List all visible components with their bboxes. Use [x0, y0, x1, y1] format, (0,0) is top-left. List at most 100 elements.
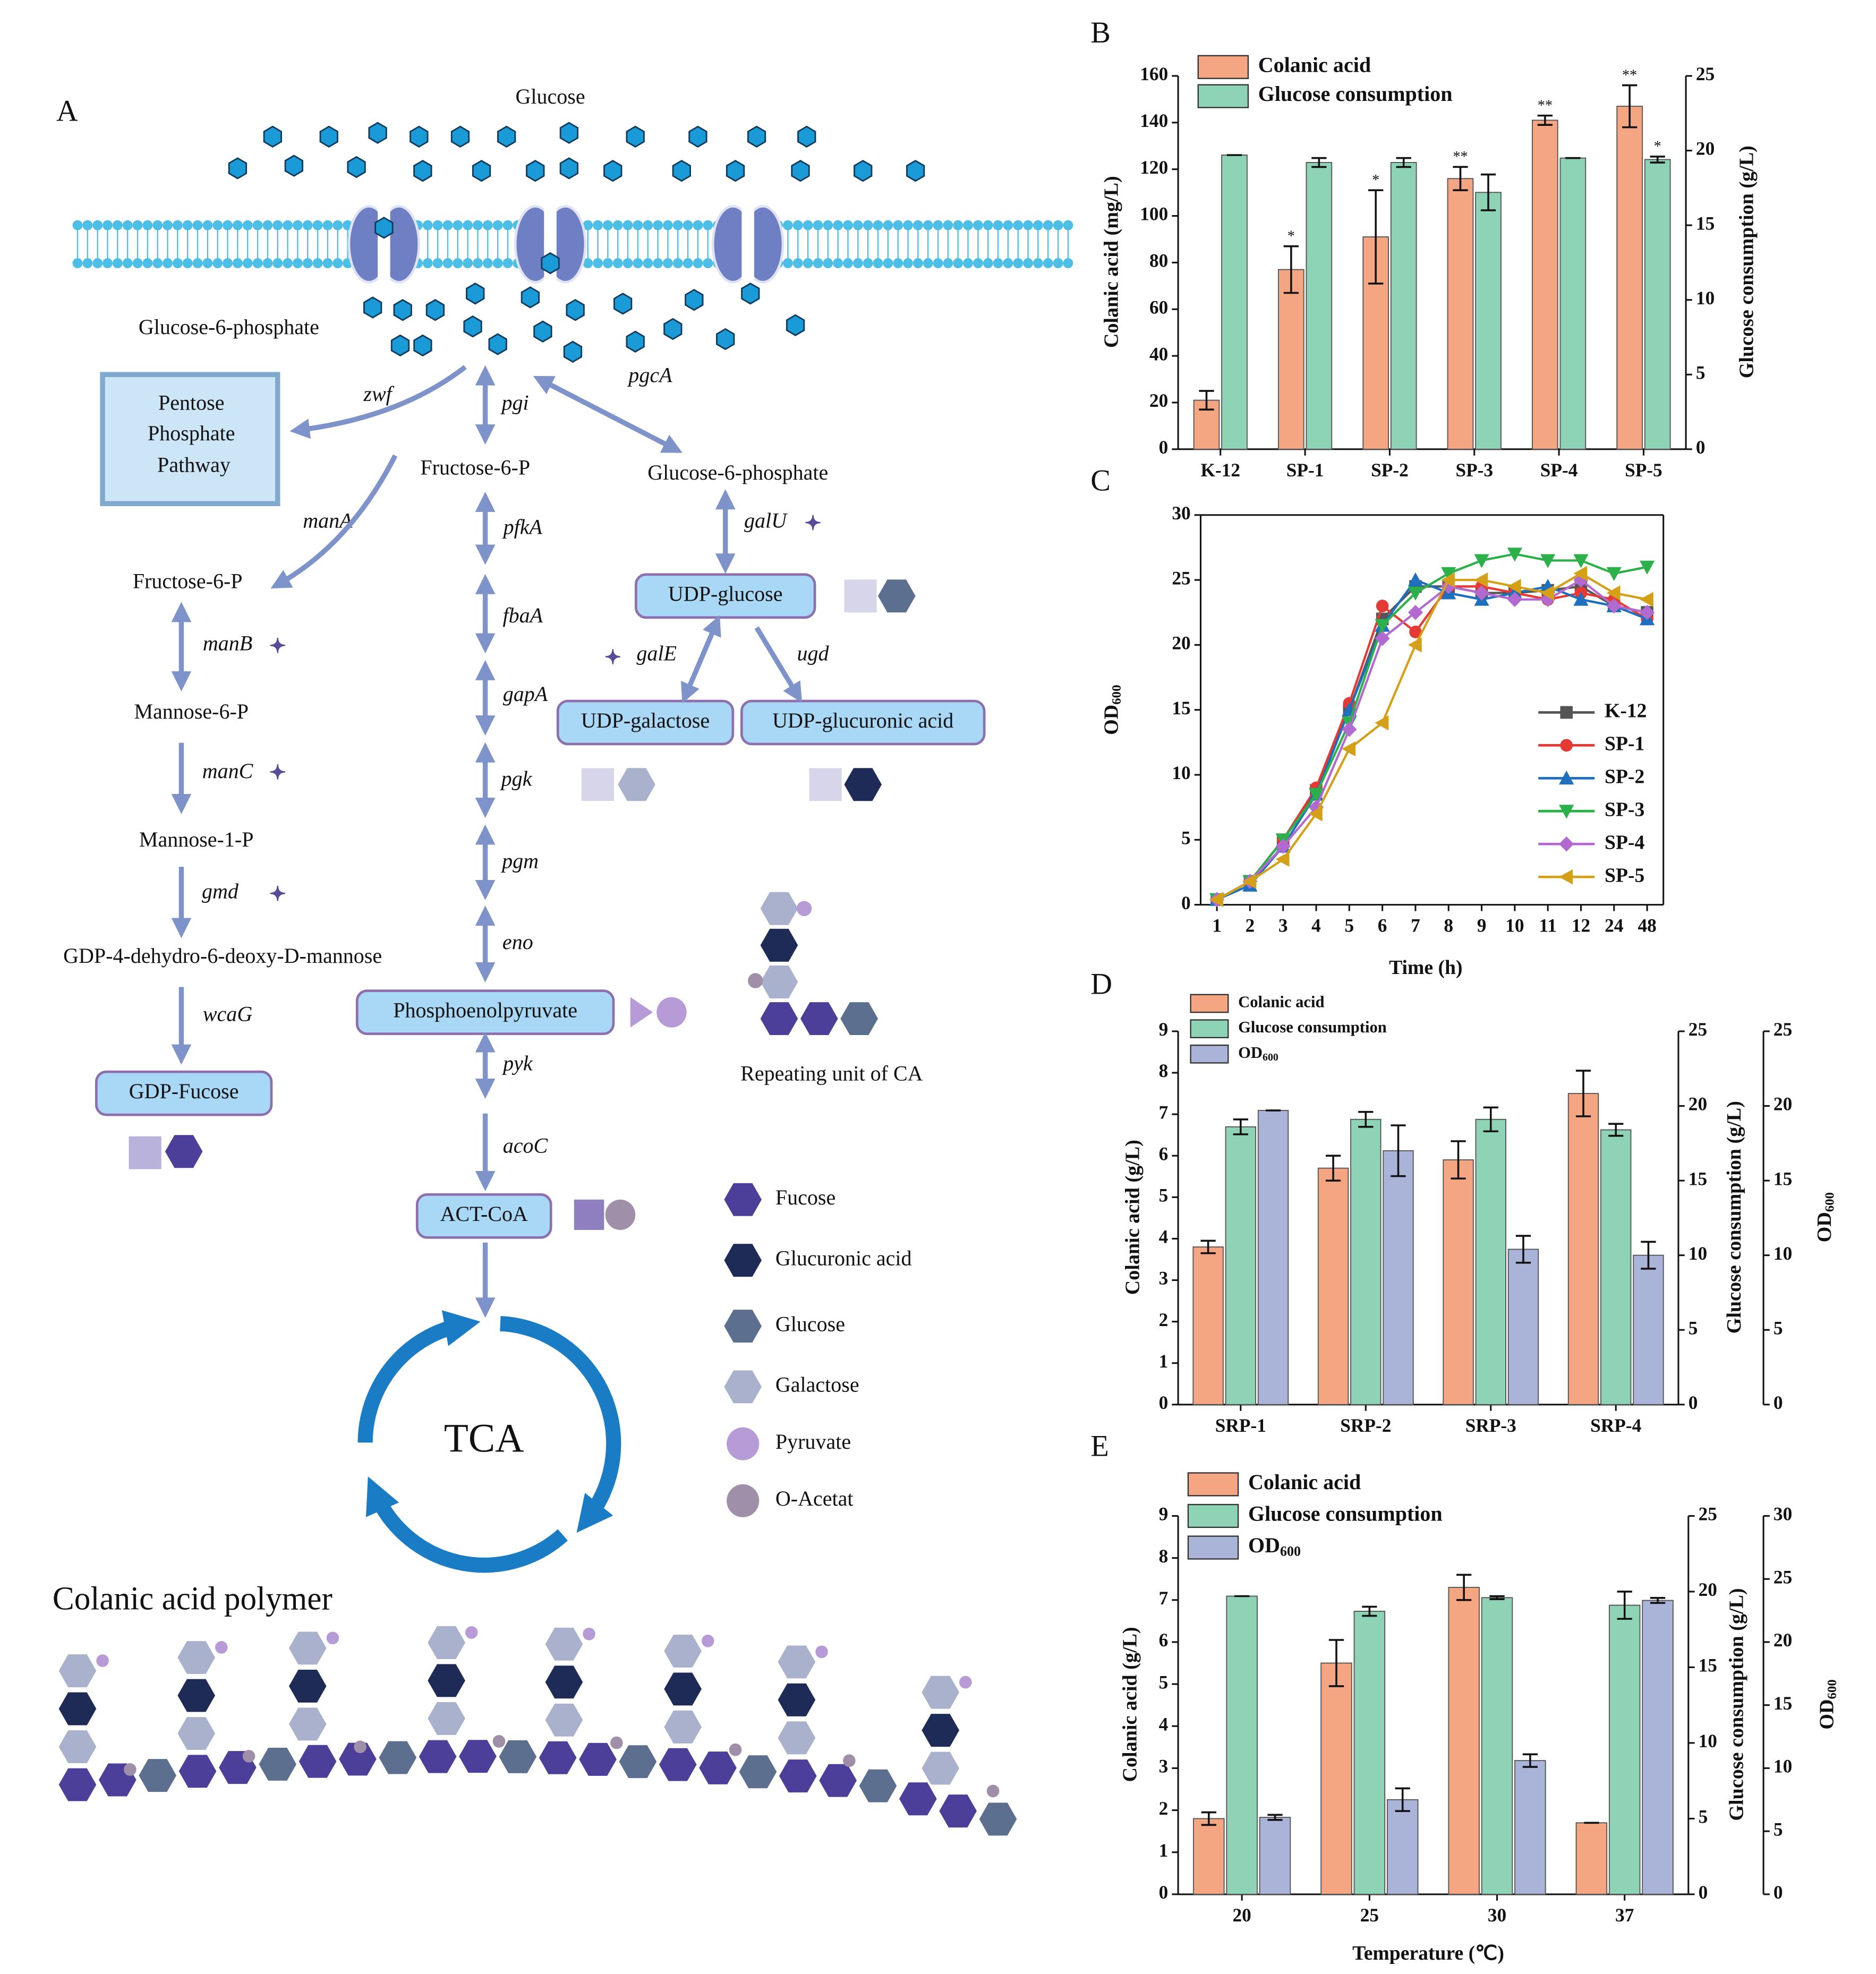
lipid-head [82, 258, 93, 269]
gene-label: ugd [797, 641, 830, 665]
y-tick-label: 2 [1159, 1798, 1169, 1819]
glucose-molecule [228, 157, 248, 180]
x-tick-label: SRP-2 [1340, 1415, 1391, 1436]
y-tick-label: 6 [1159, 1629, 1169, 1651]
y2-tick-label: 15 [1699, 1654, 1717, 1676]
upregulation-mark [270, 764, 285, 780]
bar [1559, 157, 1587, 450]
pathway-node: Glucose-6-phosphate [647, 460, 828, 484]
y2-axis-label: Glucose consumption (g/L) [1726, 1588, 1748, 1821]
panel-label: B [1090, 16, 1111, 49]
lipid-head [473, 258, 483, 269]
significance-label: ** [1453, 149, 1468, 165]
bar [1600, 1129, 1632, 1405]
sugar-square [844, 579, 877, 613]
lipid-head [192, 258, 203, 269]
lipid-head [252, 220, 263, 230]
legend-label: Colanic acid [1238, 993, 1324, 1011]
legend-swatch [724, 1370, 762, 1404]
y-tick-label: 8 [1159, 1060, 1169, 1081]
lipid-head [182, 220, 193, 230]
legend-label: SP-4 [1605, 831, 1644, 853]
error-bar [1233, 1118, 1248, 1135]
lipid-head [593, 220, 603, 230]
legend-marker [1560, 739, 1573, 752]
upregulation-mark [270, 885, 285, 901]
x-tick-label: 9 [1477, 915, 1487, 936]
x-tick-label: 3 [1278, 915, 1288, 936]
gene-label: acoC [503, 1133, 549, 1157]
pathway-node: GDP-4-dehydro-6-deoxy-D-mannose [63, 944, 382, 968]
y2-tick-label: 25 [1689, 1019, 1707, 1040]
y3-tick-label: 0 [1773, 1392, 1783, 1413]
pathway-arrow [270, 454, 398, 589]
legend-label: Glucose [775, 1312, 845, 1336]
y2-axis-label: Glucose consumption (g/L) [1736, 146, 1758, 378]
glucose-molecule [497, 125, 516, 148]
acetyl-dot [843, 1754, 856, 1767]
y3-tick-label: 20 [1773, 1629, 1792, 1651]
y2-tick-label: 5 [1689, 1317, 1698, 1338]
y3-axis-label: OD600 [1813, 1192, 1837, 1242]
x-tick-label: 8 [1444, 915, 1453, 936]
legend-subscript: 600 [1263, 1051, 1278, 1063]
legend-label: O-Acetat [775, 1486, 854, 1510]
tca-arc [365, 1476, 568, 1573]
hexagon [778, 1645, 816, 1679]
y-tick-label: 4 [1159, 1226, 1169, 1247]
lipid-head [883, 258, 893, 269]
y-tick-label: 120 [1140, 157, 1168, 178]
lipid-head [202, 220, 213, 230]
y-tick-label: 0 [1159, 1882, 1169, 1903]
hexagon [539, 1741, 577, 1774]
significance-label: ** [1538, 97, 1553, 114]
gene-label: gapA [503, 682, 548, 706]
legend-name: SP-4 [1605, 831, 1644, 853]
data-point [1474, 554, 1489, 568]
pyruvate-icon [656, 997, 687, 1028]
gene-label: galE [636, 641, 677, 665]
pathway-node: Fructose-6-P [133, 569, 243, 593]
error-bar [1641, 1241, 1656, 1270]
lipid-head [943, 220, 953, 230]
hexagon [922, 1676, 960, 1709]
hexagon [58, 1654, 97, 1688]
lipid-head [913, 258, 923, 269]
lipid-head [1053, 258, 1063, 269]
error-bar [1650, 1597, 1666, 1604]
lipid-head [292, 220, 303, 230]
lipid-head [653, 258, 663, 269]
error-bar [1650, 155, 1665, 164]
y-tick-label: 5 [1181, 827, 1191, 848]
x-tick-label: 2 [1246, 915, 1255, 936]
hexagon [579, 1742, 617, 1776]
node-box [95, 1070, 273, 1116]
lipid-head [843, 258, 853, 269]
error-bar [1608, 1123, 1624, 1137]
legend-swatch [1190, 1019, 1229, 1038]
hexagon [659, 1748, 697, 1781]
error-bar [1515, 1235, 1531, 1264]
lipid-head [182, 258, 193, 269]
y-tick-label: 8 [1159, 1545, 1169, 1567]
x-tick-label: 12 [1572, 915, 1590, 936]
glucose-molecule [533, 320, 552, 343]
lipid-head [1043, 258, 1053, 269]
error-bar [1622, 84, 1638, 129]
lipid-head [633, 258, 643, 269]
acetyl-dot [354, 1740, 366, 1754]
error-bar [1575, 1070, 1591, 1117]
error-bar [1451, 1140, 1466, 1180]
lipid-head [242, 258, 253, 269]
glucose-molecule [688, 125, 707, 148]
y-tick-label: 30 [1172, 502, 1190, 524]
legend-label: SP-1 [1605, 732, 1644, 755]
lipid-head [703, 258, 713, 269]
data-point [1540, 554, 1556, 568]
lipid-head [212, 220, 223, 230]
acetyl-icon [605, 1199, 636, 1230]
lipid-head [983, 220, 993, 230]
lipid-head [463, 258, 473, 269]
lipid-head [963, 258, 973, 269]
